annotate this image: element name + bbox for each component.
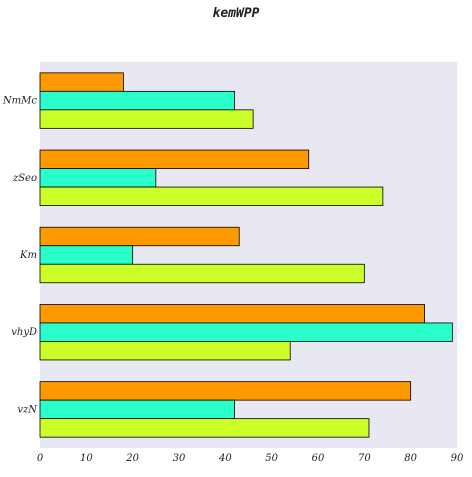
y-tick-label: zSeo <box>12 173 37 184</box>
bar-NmMc-series-1 <box>39 72 124 92</box>
bar-NmMc-series-3 <box>39 109 254 129</box>
bar-vhyD-series-2 <box>39 322 453 342</box>
bar-Km-series-2 <box>39 245 134 265</box>
y-axis: vzN vhyD Km zSeo NmMc <box>2 96 38 416</box>
x-axis: 0 10 20 30 40 50 60 70 80 90 <box>37 453 464 464</box>
y-tick-label: vhyD <box>11 327 37 338</box>
x-tick-label: 70 <box>358 453 371 464</box>
y-tick-label: vzN <box>17 404 38 415</box>
x-tick-label: 10 <box>80 453 93 464</box>
bar-vhyD-series-1 <box>39 304 425 324</box>
x-tick-label: 40 <box>218 453 232 464</box>
x-tick-label: 90 <box>451 453 464 464</box>
bar-vzN-series-3 <box>39 418 370 438</box>
bar-vzN-series-1 <box>39 381 412 401</box>
x-tick-label: 80 <box>404 453 417 464</box>
x-tick-label: 60 <box>312 453 325 464</box>
y-tick-label: NmMc <box>2 96 37 107</box>
bar-vzN-series-2 <box>39 399 236 420</box>
x-tick-label: 30 <box>173 453 186 464</box>
bar-zSeo-series-2 <box>39 168 157 188</box>
bar-NmMc-series-2 <box>39 90 236 111</box>
bar-Km-series-1 <box>39 226 240 247</box>
x-tick-label: 50 <box>265 453 278 464</box>
x-tick-label: 0 <box>37 453 44 464</box>
bars-layer <box>39 72 453 438</box>
bar-zSeo-series-1 <box>39 149 310 169</box>
y-tick-label: Km <box>19 250 37 261</box>
bar-vhyD-series-3 <box>39 341 291 361</box>
bar-zSeo-series-3 <box>39 186 384 206</box>
bar-Km-series-3 <box>39 263 365 284</box>
chart-title: kemWPP <box>212 6 260 21</box>
x-tick-label: 20 <box>125 453 139 464</box>
